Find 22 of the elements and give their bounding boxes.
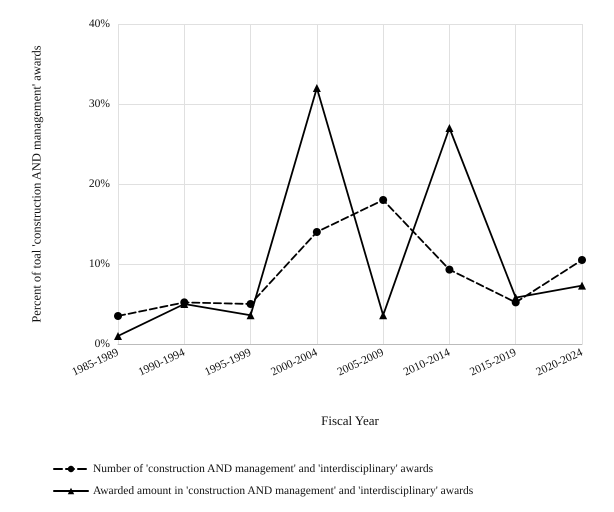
y-tick-label: 10% <box>88 258 110 270</box>
point <box>246 300 255 308</box>
legend-label: Awarded amount in 'construction AND management' and 'interdisciplinary' awards <box>93 485 474 497</box>
y-tick-label: 20% <box>88 178 110 190</box>
point <box>512 294 520 302</box>
y-tick-label: 0% <box>94 338 110 350</box>
point <box>445 266 454 274</box>
point <box>114 332 122 340</box>
point <box>379 311 388 320</box>
y-axis-title: Percent of toal 'construction AND management' awards <box>30 45 44 323</box>
y-tick-label: 30% <box>88 98 110 110</box>
point <box>578 282 586 290</box>
point <box>445 124 454 132</box>
point <box>246 311 255 320</box>
point <box>379 196 388 204</box>
y-tick-label: 40% <box>88 18 110 30</box>
point <box>312 84 321 92</box>
point <box>312 228 321 236</box>
point <box>114 312 122 320</box>
x-axis-title: Fiscal Year <box>321 413 380 428</box>
point <box>578 256 586 264</box>
legend-label: Number of 'construction AND management' and 'interdisciplinary' awards <box>93 463 434 475</box>
